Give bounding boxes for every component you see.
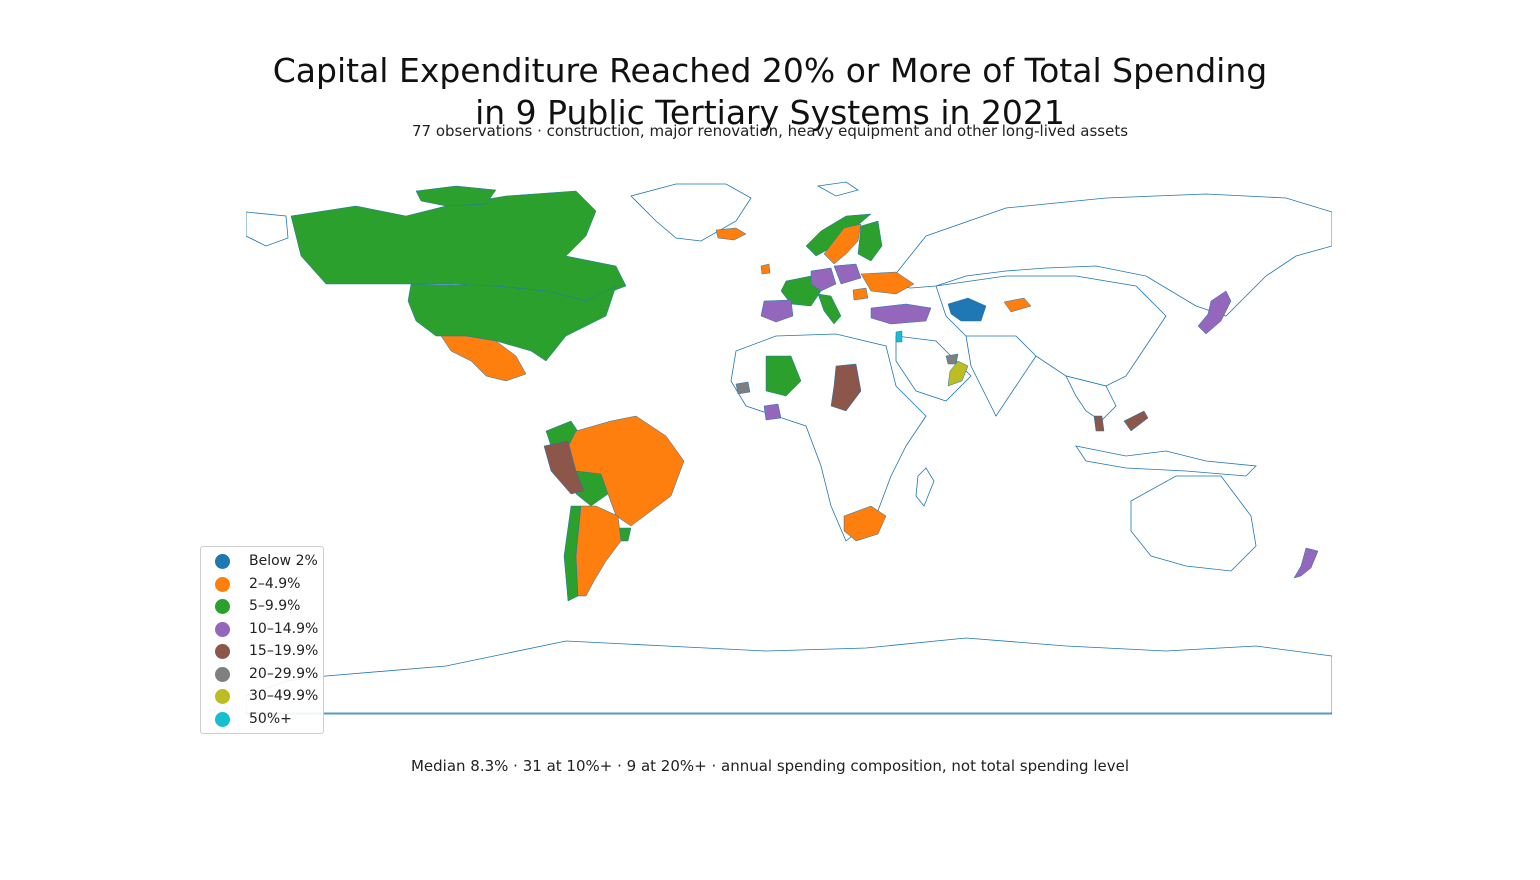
region-sweden[interactable]: [823, 223, 862, 265]
alaska-outline: [246, 211, 289, 247]
legend-swatch-below-2: [215, 553, 230, 569]
madagascar-outline: [915, 467, 935, 507]
arabia-outline: [895, 335, 972, 402]
region-turkmenistan[interactable]: [947, 297, 987, 322]
map-legend: Below 2% 2–4.9% 5–9.9% 10–14.9% 15–19.9%…: [200, 546, 324, 734]
region-uae[interactable]: [945, 353, 959, 365]
world-choropleth-map: [246, 181, 1332, 715]
australia-outline: [1130, 475, 1257, 572]
region-japan[interactable]: [1197, 290, 1232, 335]
region-ireland[interactable]: [760, 263, 771, 275]
legend-swatch-30-49-9: [215, 688, 230, 704]
legend-label-10-14-9: 10–14.9%: [249, 621, 319, 637]
legend-item-2-4-9: 2–4.9%: [215, 574, 300, 594]
region-south-africa[interactable]: [843, 505, 887, 542]
region-brazil[interactable]: [565, 415, 685, 527]
region-spain[interactable]: [760, 299, 794, 323]
legend-item-50-plus: 50%+: [215, 709, 292, 729]
region-peru[interactable]: [543, 440, 585, 495]
region-usa[interactable]: [407, 283, 617, 362]
legend-label-5-9-9: 5–9.9%: [249, 598, 301, 614]
asia-central-outline: [935, 275, 1167, 387]
region-chad[interactable]: [830, 363, 862, 412]
filled-regions: [290, 185, 1319, 602]
greenland-outline: [630, 183, 752, 242]
region-argentina[interactable]: [575, 505, 622, 597]
region-romania[interactable]: [852, 287, 869, 301]
title-line-2: in 9 Public Tertiary Systems in 2021: [475, 93, 1065, 132]
legend-item-15-19-9: 15–19.9%: [215, 641, 318, 661]
region-new-zealand[interactable]: [1293, 547, 1319, 579]
legend-swatch-5-9-9: [215, 598, 230, 614]
region-mali[interactable]: [765, 355, 802, 397]
region-canada[interactable]: [290, 190, 627, 302]
map-title: Capital Expenditure Reached 20% or More …: [0, 50, 1540, 134]
legend-label-15-19-9: 15–19.9%: [249, 643, 319, 659]
region-poland[interactable]: [833, 263, 862, 285]
legend-label-20-29-9: 20–29.9%: [249, 666, 319, 682]
legend-label-2-4-9: 2–4.9%: [249, 576, 301, 592]
title-line-1: Capital Expenditure Reached 20% or More …: [272, 51, 1268, 90]
region-canada-islands[interactable]: [415, 185, 497, 207]
region-italy[interactable]: [817, 293, 842, 325]
legend-item-10-14-9: 10–14.9%: [215, 619, 318, 639]
region-oman[interactable]: [947, 360, 969, 387]
region-malaysia[interactable]: [1093, 415, 1105, 432]
legend-label-below-2: Below 2%: [249, 553, 318, 569]
region-malaysia-east[interactable]: [1123, 410, 1149, 432]
legend-swatch-50-plus: [215, 711, 230, 727]
india-outline: [965, 335, 1037, 417]
region-germany[interactable]: [810, 267, 837, 292]
region-israel[interactable]: [895, 330, 903, 343]
region-finland[interactable]: [857, 220, 883, 262]
russia-asia-outline: [885, 193, 1332, 317]
legend-swatch-20-29-9: [215, 666, 230, 682]
region-senegal[interactable]: [735, 381, 751, 395]
legend-item-below-2: Below 2%: [215, 551, 318, 571]
legend-label-50-plus: 50%+: [249, 711, 292, 727]
legend-label-30-49-9: 30–49.9%: [249, 688, 319, 704]
legend-item-20-29-9: 20–29.9%: [215, 664, 318, 684]
indonesia-outline: [1075, 445, 1257, 477]
map-subtitle: 77 observations · construction, major re…: [411, 122, 1129, 140]
region-kyrgyzstan[interactable]: [1003, 297, 1032, 313]
legend-swatch-10-14-9: [215, 621, 230, 637]
legend-swatch-15-19-9: [215, 643, 230, 659]
unfilled-land: [246, 181, 1332, 715]
legend-swatch-2-4-9: [215, 576, 230, 592]
africa-outline: [730, 333, 927, 542]
region-cote-divoire[interactable]: [763, 403, 782, 421]
region-mexico[interactable]: [440, 335, 527, 382]
antarctica-outline: [246, 637, 1332, 715]
region-iceland[interactable]: [715, 227, 747, 241]
legend-item-5-9-9: 5–9.9%: [215, 596, 300, 616]
legend-item-30-49-9: 30–49.9%: [215, 686, 318, 706]
region-ukraine[interactable]: [860, 271, 915, 295]
map-footnote: Median 8.3% · 31 at 10%+ · 9 at 20%+ · a…: [410, 757, 1130, 775]
region-turkey[interactable]: [870, 303, 932, 325]
svalbard-outline: [816, 181, 859, 197]
